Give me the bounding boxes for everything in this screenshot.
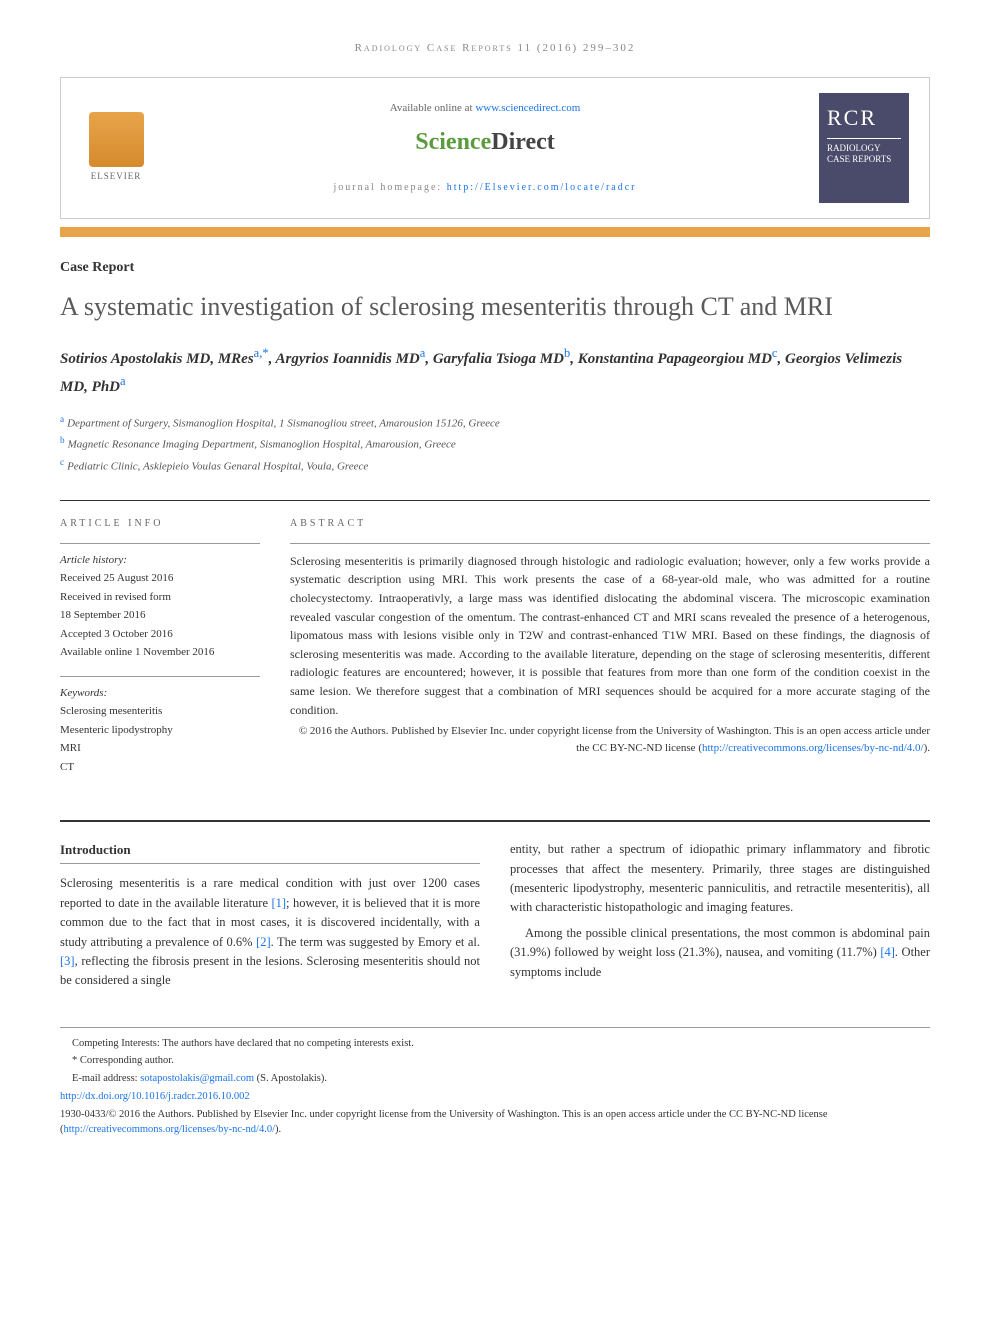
history-item: Received 25 August 2016 — [60, 570, 260, 587]
cc-close: ). — [924, 742, 930, 754]
corresponding-author: * Corresponding author. — [60, 1053, 930, 1069]
sd-direct: Direct — [491, 129, 555, 155]
journal-homepage: journal homepage: http://Elsevier.com/lo… — [151, 180, 819, 195]
body-col-right: entity, but rather a spectrum of idiopat… — [510, 840, 930, 996]
history-item: Received in revised form — [60, 589, 260, 606]
elsevier-tree-icon — [89, 112, 144, 167]
running-header: Radiology Case Reports 11 (2016) 299–302 — [60, 40, 930, 57]
email-line: E-mail address: sotapostolakis@gmail.com… — [60, 1071, 930, 1087]
keyword: CT — [60, 759, 260, 776]
affiliation: bMagnetic Resonance Imaging Department, … — [60, 434, 930, 453]
competing-interests: Competing Interests: The authors have de… — [60, 1036, 930, 1052]
p1d: , reflecting the fibrosis present in the… — [60, 954, 480, 987]
abstract-heading: ABSTRACT — [290, 516, 930, 531]
email-suffix: (S. Apostolakis). — [254, 1073, 327, 1084]
body-col-left: Introduction Sclerosing mesenteritis is … — [60, 840, 480, 996]
sciencedirect-link[interactable]: www.sciencedirect.com — [475, 102, 580, 114]
article-history: Article history: Received 25 August 2016… — [60, 543, 260, 661]
intro-paragraph-1: Sclerosing mesenteritis is a rare medica… — [60, 874, 480, 990]
ref-1[interactable]: [1] — [271, 896, 286, 910]
doi-link[interactable]: http://dx.doi.org/10.1016/j.radcr.2016.1… — [60, 1089, 930, 1105]
elsevier-logo: ELSEVIER — [81, 108, 151, 188]
p2a: Among the possible clinical presentation… — [510, 926, 930, 959]
cc-link[interactable]: http://creativecommons.org/licenses/by-n… — [702, 742, 924, 754]
article-title: A systematic investigation of sclerosing… — [60, 290, 930, 324]
article-info: ARTICLE INFO Article history: Received 2… — [60, 516, 260, 791]
keyword: MRI — [60, 740, 260, 757]
footer-cc-link[interactable]: http://creativecommons.org/licenses/by-n… — [64, 1124, 276, 1135]
keyword: Sclerosing mesenteritis — [60, 703, 260, 720]
ref-3[interactable]: [3] — [60, 954, 75, 968]
sd-science: Science — [415, 129, 491, 155]
history-item: Accepted 3 October 2016 — [60, 626, 260, 643]
issn-copyright: 1930-0433/© 2016 the Authors. Published … — [60, 1107, 930, 1139]
journal-cover-title: RADIOLOGY CASE REPORTS — [827, 143, 901, 166]
email-link[interactable]: sotapostolakis@gmail.com — [140, 1073, 254, 1084]
author: Konstantina Papageorgiou MDc — [578, 351, 778, 367]
abstract-text: Sclerosing mesenteritis is primarily dia… — [290, 543, 930, 719]
author: Argyrios Ioannidis MDa — [276, 351, 426, 367]
orange-divider — [60, 227, 930, 237]
journal-cover-abbr: RCR — [827, 101, 901, 139]
homepage-link[interactable]: http://Elsevier.com/locate/radcr — [447, 182, 637, 193]
p1c: . The term was suggested by Emory et al. — [271, 935, 480, 949]
keywords-label: Keywords: — [60, 685, 260, 702]
available-online: Available online at www.sciencedirect.co… — [151, 100, 819, 117]
journal-header: ELSEVIER Available online at www.science… — [60, 77, 930, 219]
elsevier-text: ELSEVIER — [91, 170, 142, 184]
footer-cc-close: ). — [275, 1124, 281, 1135]
abstract-copyright: © 2016 the Authors. Published by Elsevie… — [290, 723, 930, 756]
ref-4[interactable]: [4] — [880, 945, 895, 959]
body-divider — [60, 820, 930, 822]
homepage-label: journal homepage: — [334, 182, 447, 193]
author: Sotirios Apostolakis MD, MResa,* — [60, 351, 269, 367]
keywords-block: Keywords: Sclerosing mesenteritis Mesente… — [60, 676, 260, 776]
history-item: 18 September 2016 — [60, 607, 260, 624]
author: Garyfalia Tsioga MDb — [433, 351, 570, 367]
abstract-column: ABSTRACT Sclerosing mesenteritis is prim… — [290, 516, 930, 791]
history-label: Article history: — [60, 552, 260, 569]
affiliations: aDepartment of Surgery, Sismanoglion Hos… — [60, 413, 930, 474]
introduction-heading: Introduction — [60, 840, 480, 864]
body-columns: Introduction Sclerosing mesenteritis is … — [60, 840, 930, 996]
article-type: Case Report — [60, 257, 930, 278]
info-abstract-row: ARTICLE INFO Article history: Received 2… — [60, 500, 930, 791]
footnotes: Competing Interests: The authors have de… — [60, 1027, 930, 1139]
available-text: Available online at — [390, 102, 476, 114]
email-label: E-mail address: — [72, 1073, 140, 1084]
journal-cover: RCR RADIOLOGY CASE REPORTS — [819, 93, 909, 203]
ref-2[interactable]: [2] — [256, 935, 271, 949]
affiliation: cPediatric Clinic, Asklepieio Voulas Gen… — [60, 456, 930, 475]
intro-paragraph-2: entity, but rather a spectrum of idiopat… — [510, 840, 930, 918]
article-info-heading: ARTICLE INFO — [60, 516, 260, 531]
intro-paragraph-3: Among the possible clinical presentation… — [510, 924, 930, 982]
authors: Sotirios Apostolakis MD, MResa,*, Argyri… — [60, 343, 930, 399]
keyword: Mesenteric lipodystrophy — [60, 722, 260, 739]
sciencedirect-logo: ScienceDirect — [151, 124, 819, 160]
affiliation: aDepartment of Surgery, Sismanoglion Hos… — [60, 413, 930, 432]
header-center: Available online at www.sciencedirect.co… — [151, 100, 819, 196]
history-item: Available online 1 November 2016 — [60, 644, 260, 661]
